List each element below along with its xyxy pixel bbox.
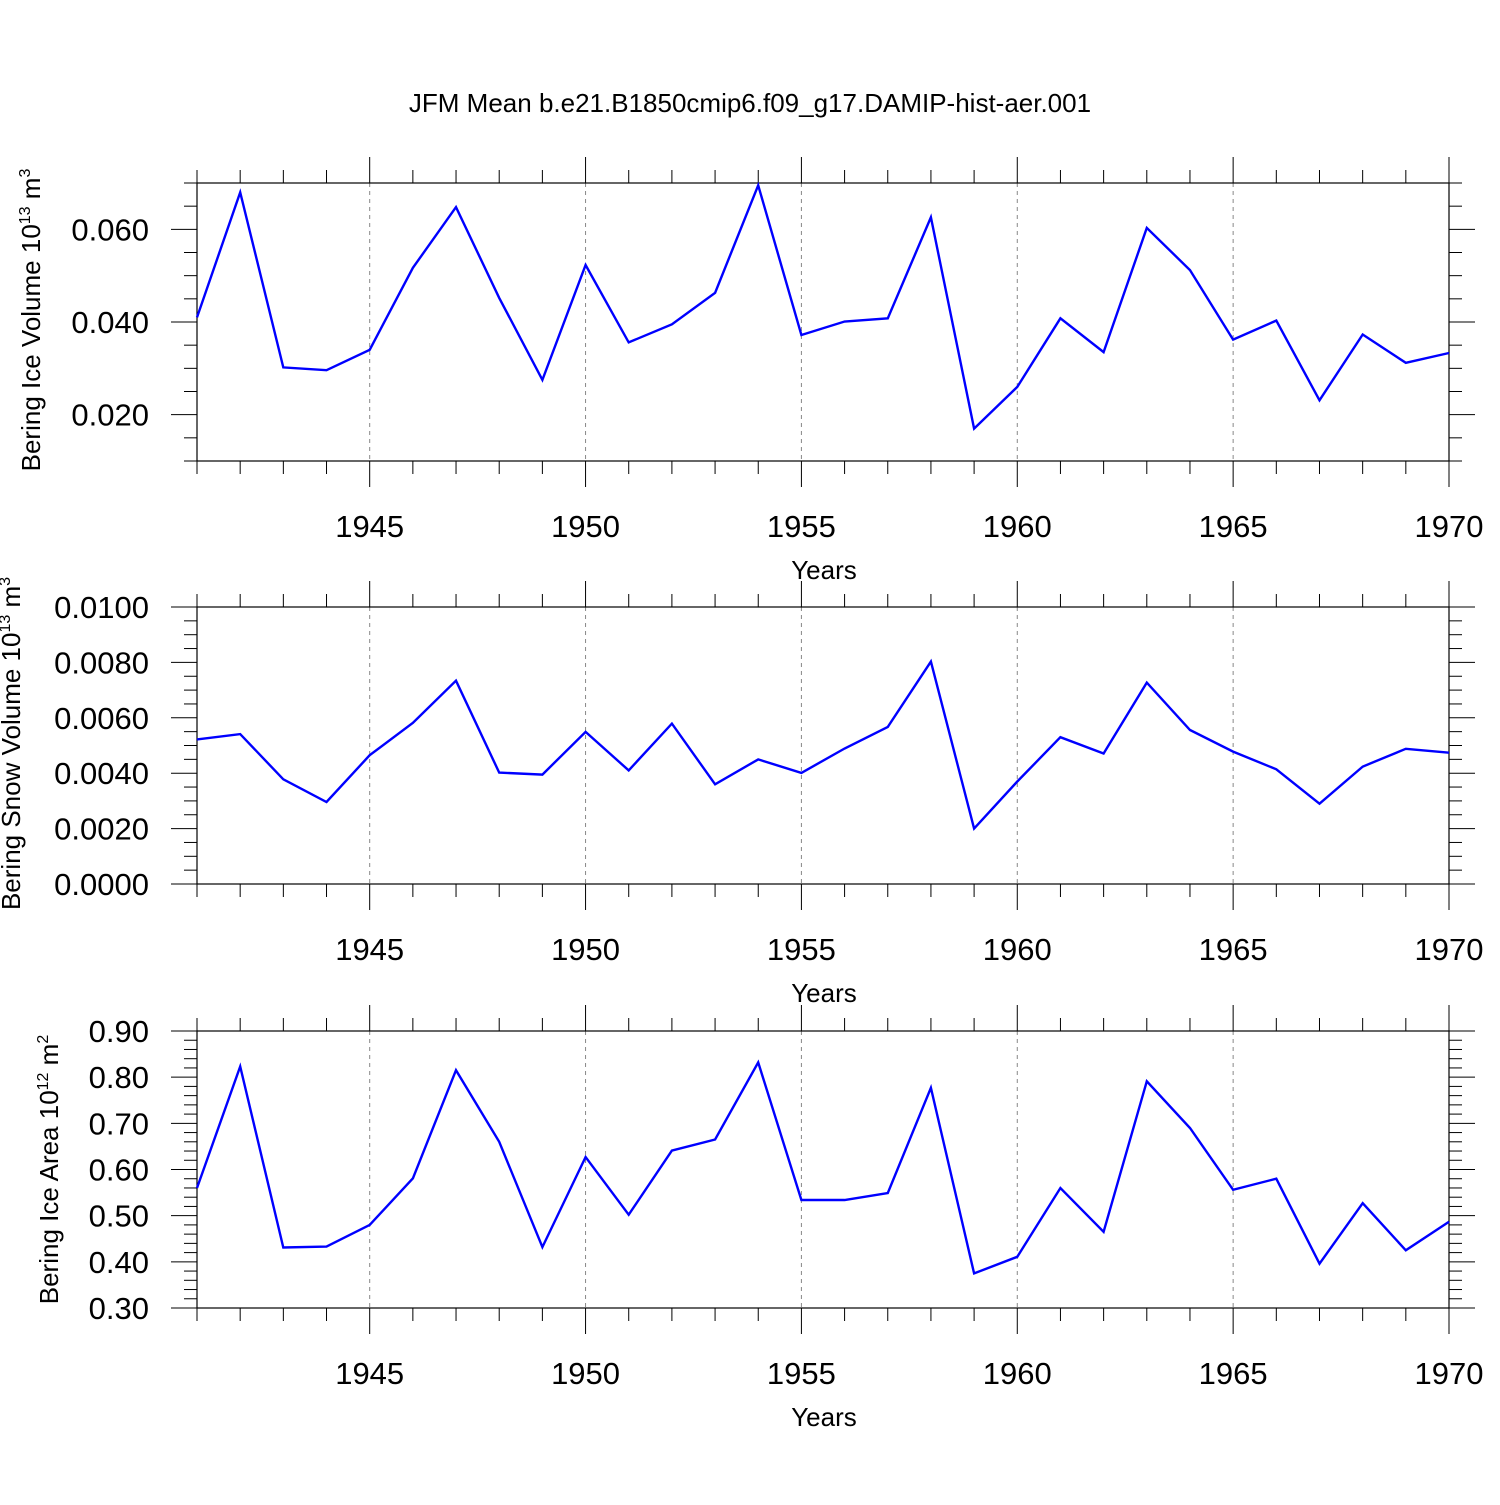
y-axis-title: Bering Ice Volume 1013 m3 — [16, 169, 46, 472]
y-tick-label: 0.70 — [89, 1106, 149, 1141]
y-tick-label: 0.90 — [89, 1014, 149, 1049]
y-tick-label: 0.50 — [89, 1199, 149, 1234]
y-tick-label: 0.0000 — [54, 867, 149, 902]
x-tick-label: 1950 — [551, 932, 620, 967]
y-tick-label: 0.60 — [89, 1153, 149, 1188]
x-tick-label: 1955 — [767, 932, 836, 967]
x-axis-title: Years — [791, 555, 857, 585]
x-tick-label: 1945 — [335, 509, 404, 544]
plot-frame — [197, 1031, 1449, 1308]
x-tick-label: 1965 — [1199, 1356, 1268, 1391]
plot-frame — [197, 607, 1449, 884]
x-tick-label: 1945 — [335, 1356, 404, 1391]
y-tick-label: 0.40 — [89, 1245, 149, 1280]
x-tick-label: 1960 — [983, 509, 1052, 544]
x-tick-label: 1950 — [551, 1356, 620, 1391]
x-tick-label: 1970 — [1415, 509, 1484, 544]
y-tick-label: 0.060 — [71, 212, 149, 247]
x-tick-label: 1960 — [983, 932, 1052, 967]
x-tick-label: 1950 — [551, 509, 620, 544]
x-tick-label: 1970 — [1415, 1356, 1484, 1391]
x-axis-title: Years — [791, 978, 857, 1008]
y-tick-label: 0.040 — [71, 305, 149, 340]
x-axis-title: Years — [791, 1402, 857, 1432]
x-tick-label: 1945 — [335, 932, 404, 967]
y-tick-label: 0.0040 — [54, 756, 149, 791]
y-tick-label: 0.80 — [89, 1060, 149, 1095]
y-tick-label: 0.0100 — [54, 590, 149, 625]
series-line — [197, 662, 1449, 829]
series-line — [197, 185, 1449, 428]
figure-title: JFM Mean b.e21.B1850cmip6.f09_g17.DAMIP-… — [0, 88, 1500, 119]
x-tick-label: 1955 — [767, 1356, 836, 1391]
y-tick-label: 0.0020 — [54, 812, 149, 847]
y-tick-label: 0.0080 — [54, 645, 149, 680]
panel-3: 1945 1950 1955 1960 1965 1970 Years 0.30 0.40 0.5… — [34, 1005, 1483, 1432]
panel-2: 1945 1950 1955 1960 1965 1970 Years 0.0000 0.002… — [0, 577, 1483, 1008]
y-tick-label: 0.30 — [89, 1291, 149, 1326]
x-tick-label: 1955 — [767, 509, 836, 544]
y-axis-title: Bering Snow Volume 1013 m3 — [0, 577, 26, 910]
panel-1: 1945 1950 1955 1960 1965 1970 Years 0.020 0.040 0… — [16, 157, 1483, 585]
y-tick-label: 0.020 — [71, 398, 149, 433]
series-line — [197, 1062, 1449, 1273]
x-tick-label: 1965 — [1199, 932, 1268, 967]
y-axis-title: Bering Ice Area 1012 m2 — [34, 1035, 64, 1305]
x-tick-label: 1970 — [1415, 932, 1484, 967]
x-tick-label: 1965 — [1199, 509, 1268, 544]
x-tick-label: 1960 — [983, 1356, 1052, 1391]
y-tick-label: 0.0060 — [54, 701, 149, 736]
